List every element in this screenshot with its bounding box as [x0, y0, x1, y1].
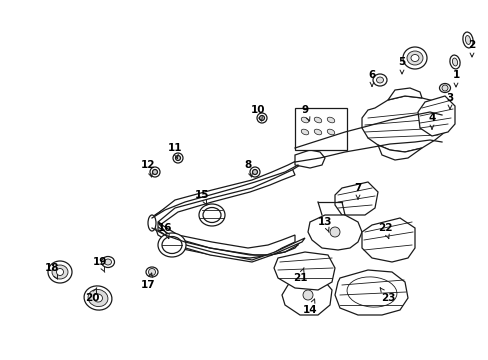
Polygon shape [155, 168, 294, 225]
Text: 5: 5 [398, 57, 405, 74]
Circle shape [175, 156, 180, 161]
Polygon shape [361, 96, 449, 152]
Ellipse shape [102, 256, 114, 267]
Text: 23: 23 [379, 288, 394, 303]
Polygon shape [273, 252, 334, 290]
Text: 21: 21 [292, 267, 306, 283]
Ellipse shape [449, 55, 459, 69]
Ellipse shape [203, 207, 221, 222]
Circle shape [148, 269, 155, 275]
Ellipse shape [314, 129, 321, 135]
Ellipse shape [93, 294, 102, 302]
Polygon shape [417, 96, 454, 136]
Polygon shape [334, 270, 407, 315]
Ellipse shape [410, 54, 418, 62]
Circle shape [441, 85, 447, 91]
Polygon shape [377, 145, 421, 160]
Text: 19: 19 [93, 257, 107, 272]
Polygon shape [387, 88, 421, 100]
Ellipse shape [199, 204, 224, 226]
Ellipse shape [104, 259, 111, 265]
Ellipse shape [406, 51, 422, 65]
Ellipse shape [439, 84, 449, 93]
Text: 13: 13 [317, 217, 331, 232]
Ellipse shape [376, 77, 383, 83]
Polygon shape [282, 275, 331, 315]
Ellipse shape [326, 117, 334, 123]
Text: 8: 8 [244, 160, 252, 177]
Ellipse shape [301, 129, 308, 135]
Text: 6: 6 [367, 70, 375, 86]
Text: 15: 15 [194, 190, 209, 205]
Ellipse shape [326, 129, 334, 135]
Text: 20: 20 [84, 288, 99, 303]
Text: 22: 22 [377, 223, 391, 239]
Circle shape [252, 170, 257, 175]
Circle shape [249, 167, 260, 177]
Circle shape [152, 170, 157, 175]
Text: 18: 18 [45, 263, 59, 279]
Circle shape [257, 113, 266, 123]
Circle shape [329, 227, 339, 237]
Text: 4: 4 [427, 113, 435, 129]
Text: 9: 9 [301, 105, 309, 121]
Ellipse shape [372, 74, 386, 86]
Text: 11: 11 [167, 143, 182, 159]
Ellipse shape [462, 32, 472, 48]
Ellipse shape [402, 47, 426, 69]
Text: 1: 1 [451, 70, 459, 87]
Circle shape [173, 153, 183, 163]
Ellipse shape [346, 277, 396, 307]
Bar [294, 108, 346, 150]
Polygon shape [294, 150, 325, 168]
Text: 3: 3 [446, 93, 453, 109]
Polygon shape [334, 182, 377, 215]
Circle shape [303, 290, 312, 300]
Text: 12: 12 [141, 160, 155, 177]
Ellipse shape [148, 215, 156, 231]
Text: 10: 10 [250, 105, 264, 121]
Ellipse shape [52, 265, 68, 279]
Text: 14: 14 [302, 299, 317, 315]
Circle shape [259, 116, 264, 121]
Ellipse shape [465, 36, 469, 44]
Ellipse shape [84, 286, 112, 310]
Ellipse shape [57, 269, 63, 275]
Ellipse shape [48, 261, 72, 283]
Ellipse shape [451, 58, 457, 66]
Ellipse shape [162, 237, 182, 253]
Polygon shape [307, 215, 361, 250]
Ellipse shape [88, 289, 108, 307]
Circle shape [150, 167, 160, 177]
Polygon shape [155, 218, 294, 258]
Text: 7: 7 [354, 183, 361, 199]
Text: 17: 17 [141, 273, 155, 290]
Ellipse shape [301, 117, 308, 123]
Polygon shape [361, 218, 414, 262]
Text: 2: 2 [468, 40, 475, 57]
Ellipse shape [314, 117, 321, 123]
Polygon shape [152, 158, 305, 262]
Text: 16: 16 [158, 223, 172, 239]
Ellipse shape [158, 233, 185, 257]
Ellipse shape [146, 267, 158, 277]
